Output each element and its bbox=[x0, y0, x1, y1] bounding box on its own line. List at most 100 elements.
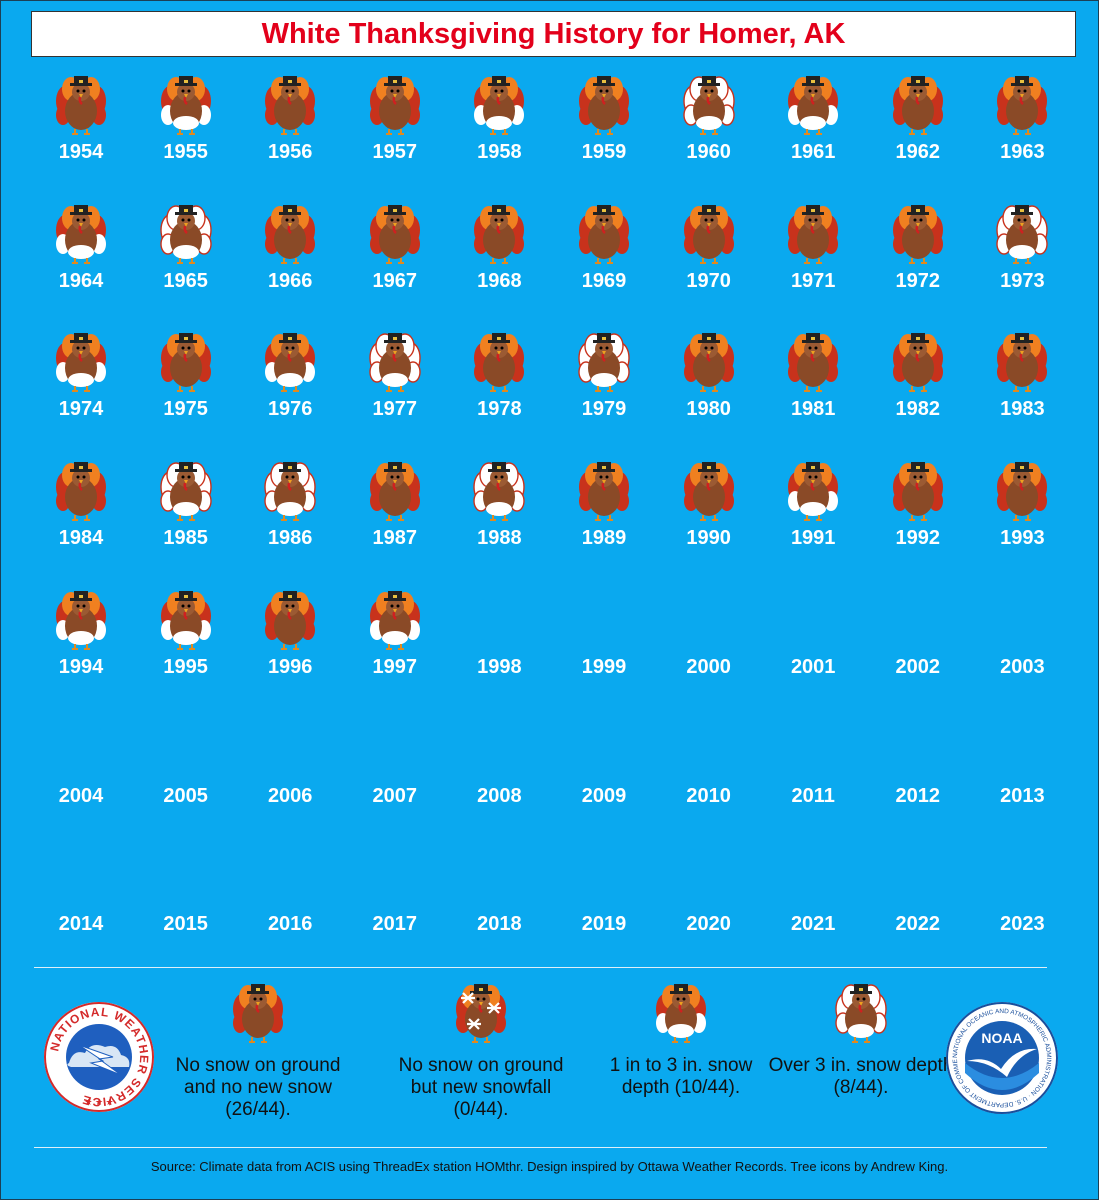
year-cell-1999: 1999 bbox=[552, 584, 656, 712]
year-label: 2021 bbox=[790, 913, 836, 936]
year-cell-1954: 1954 bbox=[29, 69, 133, 197]
year-label: 2020 bbox=[686, 913, 731, 936]
year-cell-1990: 1990 bbox=[657, 455, 761, 583]
year-grid: 1954 1955 bbox=[29, 69, 1079, 949]
year-label: 1982 bbox=[895, 398, 941, 421]
year-cell-1982: 1982 bbox=[866, 326, 970, 454]
divider-bottom bbox=[34, 1147, 1047, 1148]
turkey-icon bbox=[579, 204, 629, 264]
year-label: 2013 bbox=[1000, 784, 1045, 807]
turkey-icon bbox=[682, 76, 735, 135]
year-cell-1963: 1963 bbox=[970, 69, 1074, 197]
year-cell-1965: 1965 bbox=[134, 198, 238, 326]
year-cell-2006: 2006 bbox=[238, 713, 342, 841]
year-label: 1957 bbox=[372, 141, 418, 163]
year-label: 1971 bbox=[790, 269, 836, 292]
year-cell-2007: 2007 bbox=[343, 713, 447, 841]
turkey-icon-none bbox=[233, 984, 283, 1043]
year-cell-2001: 2001 bbox=[761, 584, 865, 712]
year-cell-1971: 1971 bbox=[761, 198, 865, 326]
turkey-icon bbox=[474, 333, 525, 393]
year-label: 1981 bbox=[790, 398, 836, 421]
year-cell-1983: 1983 bbox=[970, 326, 1074, 454]
year-label: 1976 bbox=[267, 398, 313, 421]
turkey-icon bbox=[369, 76, 420, 135]
year-label: 2001 bbox=[790, 655, 836, 678]
year-cell-1966: 1966 bbox=[238, 198, 342, 326]
year-label: 2018 bbox=[477, 913, 522, 936]
year-label: 1999 bbox=[581, 655, 627, 678]
year-cell-1985: 1985 bbox=[134, 455, 238, 583]
turkey-icon-new-snow bbox=[456, 984, 506, 1043]
year-label: 1978 bbox=[477, 398, 522, 421]
year-cell-1964: 1964 bbox=[29, 198, 133, 326]
turkey-icon bbox=[265, 333, 316, 393]
legend-item-over-3: Over 3 in. snow depth (8/44). bbox=[766, 979, 956, 1099]
year-label: 1958 bbox=[477, 141, 522, 163]
legend-item-none: No snow on ground and no new snow (26/44… bbox=[163, 979, 353, 1121]
year-cell-2004: 2004 bbox=[29, 713, 133, 841]
turkey-icon bbox=[997, 462, 1048, 522]
turkey-icon bbox=[56, 76, 106, 135]
year-cell-1996: 1996 bbox=[238, 584, 342, 712]
year-label: 2000 bbox=[686, 655, 731, 678]
turkey-icon bbox=[159, 462, 212, 522]
year-cell-1979: 1979 bbox=[552, 326, 656, 454]
year-label: 2005 bbox=[163, 784, 208, 807]
year-label: 1967 bbox=[372, 269, 418, 292]
year-label: 1988 bbox=[477, 527, 522, 550]
turkey-icon-over-3 bbox=[835, 984, 887, 1043]
turkey-icon bbox=[56, 590, 106, 650]
year-cell-1978: 1978 bbox=[447, 326, 551, 454]
turkey-icon bbox=[578, 333, 630, 393]
year-cell-1998: 1998 bbox=[447, 584, 551, 712]
year-cell-1980: 1980 bbox=[657, 326, 761, 454]
year-cell-2012: 2012 bbox=[866, 713, 970, 841]
year-label: 1993 bbox=[1000, 527, 1045, 550]
year-cell-1987: 1987 bbox=[343, 455, 447, 583]
year-cell-1973: 1973 bbox=[970, 198, 1074, 326]
year-label: 2023 bbox=[1000, 913, 1045, 936]
year-label: 1972 bbox=[895, 269, 941, 292]
year-cell-1977: 1977 bbox=[343, 326, 447, 454]
year-cell-1981: 1981 bbox=[761, 326, 865, 454]
year-cell-1958: 1958 bbox=[447, 69, 551, 197]
year-cell-2003: 2003 bbox=[970, 584, 1074, 712]
year-cell-1970: 1970 bbox=[657, 198, 761, 326]
turkey-icon bbox=[160, 590, 211, 650]
year-cell-1994: 1994 bbox=[29, 584, 133, 712]
chart-title: White Thanksgiving History for Homer, AK bbox=[261, 17, 846, 50]
year-label: 2003 bbox=[1000, 655, 1045, 678]
turkey-icon bbox=[474, 76, 525, 135]
year-label: 1965 bbox=[163, 269, 208, 292]
year-label: 1991 bbox=[790, 527, 836, 550]
year-label: 2009 bbox=[581, 784, 627, 807]
divider-top bbox=[34, 967, 1047, 968]
turkey-icon bbox=[997, 333, 1048, 393]
year-label: 1974 bbox=[58, 398, 104, 421]
turkey-icon bbox=[474, 204, 525, 264]
turkey-icon bbox=[683, 462, 734, 522]
chart-title-box: White Thanksgiving History for Homer, AK bbox=[31, 11, 1076, 57]
year-cell-1988: 1988 bbox=[447, 455, 551, 583]
year-label: 1996 bbox=[267, 655, 313, 678]
legend-label-new-snow: No snow on ground but new snowfall (0/44… bbox=[398, 1055, 564, 1120]
year-cell-2019: 2019 bbox=[552, 841, 656, 969]
year-label: 2012 bbox=[895, 784, 941, 807]
year-label: 2006 bbox=[267, 784, 313, 807]
legend-label-1-to-3: 1 in to 3 in. snow depth (10/44). bbox=[609, 1055, 753, 1098]
turkey-icon bbox=[159, 204, 212, 264]
year-cell-1955: 1955 bbox=[134, 69, 238, 197]
year-cell-1989: 1989 bbox=[552, 455, 656, 583]
year-label: 1962 bbox=[895, 141, 941, 163]
year-label: 1968 bbox=[477, 269, 522, 292]
year-label: 2019 bbox=[581, 913, 627, 936]
year-cell-2013: 2013 bbox=[970, 713, 1074, 841]
turkey-icon bbox=[579, 76, 629, 135]
legend-item-1-to-3: 1 in to 3 in. snow depth (10/44). bbox=[586, 979, 776, 1099]
year-cell-2021: 2021 bbox=[761, 841, 865, 969]
turkey-icon bbox=[369, 590, 420, 650]
year-cell-2020: 2020 bbox=[657, 841, 761, 969]
turkey-icon bbox=[369, 333, 421, 393]
